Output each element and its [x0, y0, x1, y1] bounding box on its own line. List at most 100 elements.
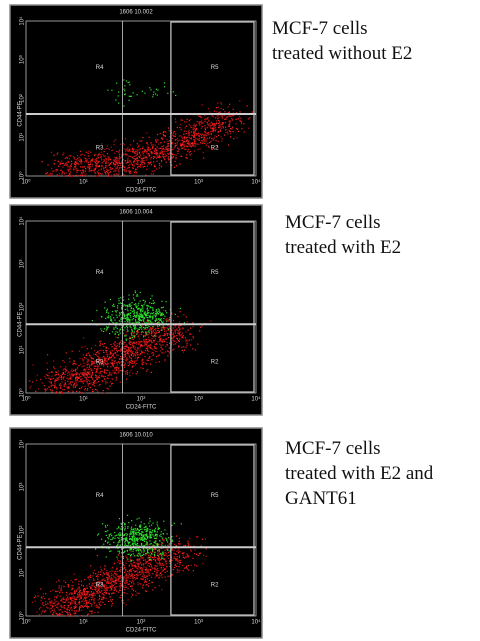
event-dot	[124, 85, 126, 87]
event-dot	[151, 559, 153, 561]
event-dot	[164, 327, 166, 329]
event-dot	[129, 364, 131, 366]
event-dot	[220, 125, 222, 127]
event-dot	[72, 169, 74, 171]
event-dot	[160, 307, 163, 309]
plot-frame	[25, 220, 257, 394]
event-dot	[188, 132, 190, 134]
event-dot	[128, 321, 130, 323]
event-dot	[94, 172, 96, 174]
event-dot	[104, 155, 106, 157]
event-dot	[224, 121, 226, 124]
event-dot	[120, 358, 122, 360]
event-dot	[176, 562, 178, 565]
event-dot	[124, 582, 126, 584]
event-dot	[42, 593, 44, 595]
event-dot	[87, 352, 89, 354]
event-dot	[167, 92, 169, 94]
event-dot	[154, 567, 156, 570]
event-dot	[127, 150, 129, 152]
event-dot	[81, 174, 84, 176]
event-dot	[93, 170, 95, 172]
event-dot	[130, 537, 132, 540]
event-dot	[88, 170, 90, 173]
event-dot	[120, 522, 122, 524]
event-dot	[134, 319, 137, 321]
event-dot	[55, 386, 57, 388]
event-dot	[65, 369, 67, 371]
event-dot	[127, 514, 129, 516]
event-dot	[140, 578, 142, 580]
event-dot	[157, 155, 159, 158]
event-dot	[71, 596, 73, 598]
event-dot	[174, 118, 176, 120]
event-dot	[184, 146, 186, 148]
event-dot	[185, 556, 187, 558]
event-dot	[64, 163, 66, 165]
event-dot	[149, 548, 151, 550]
event-dot	[109, 371, 111, 373]
event-dot	[140, 314, 142, 316]
event-dot	[117, 159, 119, 161]
event-dot	[167, 333, 169, 335]
event-dot	[127, 588, 129, 590]
event-dot	[159, 155, 161, 158]
event-dot	[160, 572, 162, 574]
event-dot	[110, 605, 113, 607]
event-dot	[166, 533, 168, 535]
event-dot	[132, 353, 134, 355]
event-dot	[163, 330, 165, 332]
event-dot	[111, 346, 113, 348]
event-dot	[180, 324, 182, 326]
event-dot	[136, 363, 138, 365]
event-dot	[145, 538, 147, 540]
event-dot	[90, 610, 92, 612]
event-dot	[138, 155, 140, 158]
event-dot	[167, 145, 169, 147]
event-dot	[140, 331, 142, 333]
event-dot	[131, 167, 134, 169]
event-dot	[131, 359, 133, 361]
event-dot	[176, 338, 178, 340]
event-dot	[154, 530, 156, 532]
event-dot	[132, 362, 134, 364]
event-dot	[166, 330, 168, 332]
event-dot	[153, 353, 155, 355]
event-dot	[161, 340, 163, 342]
event-dot	[85, 158, 87, 160]
event-dot	[155, 140, 157, 142]
event-dot	[74, 591, 76, 593]
event-dot	[84, 365, 86, 367]
event-dot	[162, 153, 164, 155]
event-dot	[163, 568, 166, 571]
event-dot	[228, 125, 231, 128]
event-dot	[90, 151, 92, 153]
event-dot	[172, 344, 175, 346]
event-dot	[146, 541, 148, 543]
event-dot	[77, 155, 79, 157]
event-dot	[213, 123, 215, 125]
event-dot	[119, 545, 121, 547]
event-dot	[111, 570, 113, 572]
event-dot	[131, 582, 133, 584]
event-dot	[147, 312, 149, 314]
event-dot	[80, 596, 82, 598]
event-dot	[171, 536, 173, 538]
event-dot	[144, 151, 146, 153]
event-dot	[152, 567, 154, 569]
event-dot	[128, 355, 130, 357]
event-dot	[106, 360, 108, 362]
event-dot	[95, 158, 97, 160]
event-dot	[104, 584, 106, 586]
event-dot	[131, 330, 133, 332]
event-dot	[83, 588, 85, 590]
event-dot	[124, 524, 126, 526]
event-dot	[107, 582, 109, 584]
y-tick-label: 10¹	[20, 133, 26, 142]
event-dot	[133, 140, 135, 142]
event-dot	[101, 159, 103, 161]
event-dot	[142, 548, 144, 550]
event-dot	[130, 349, 132, 351]
event-dot	[96, 389, 98, 391]
event-dot	[113, 343, 115, 345]
